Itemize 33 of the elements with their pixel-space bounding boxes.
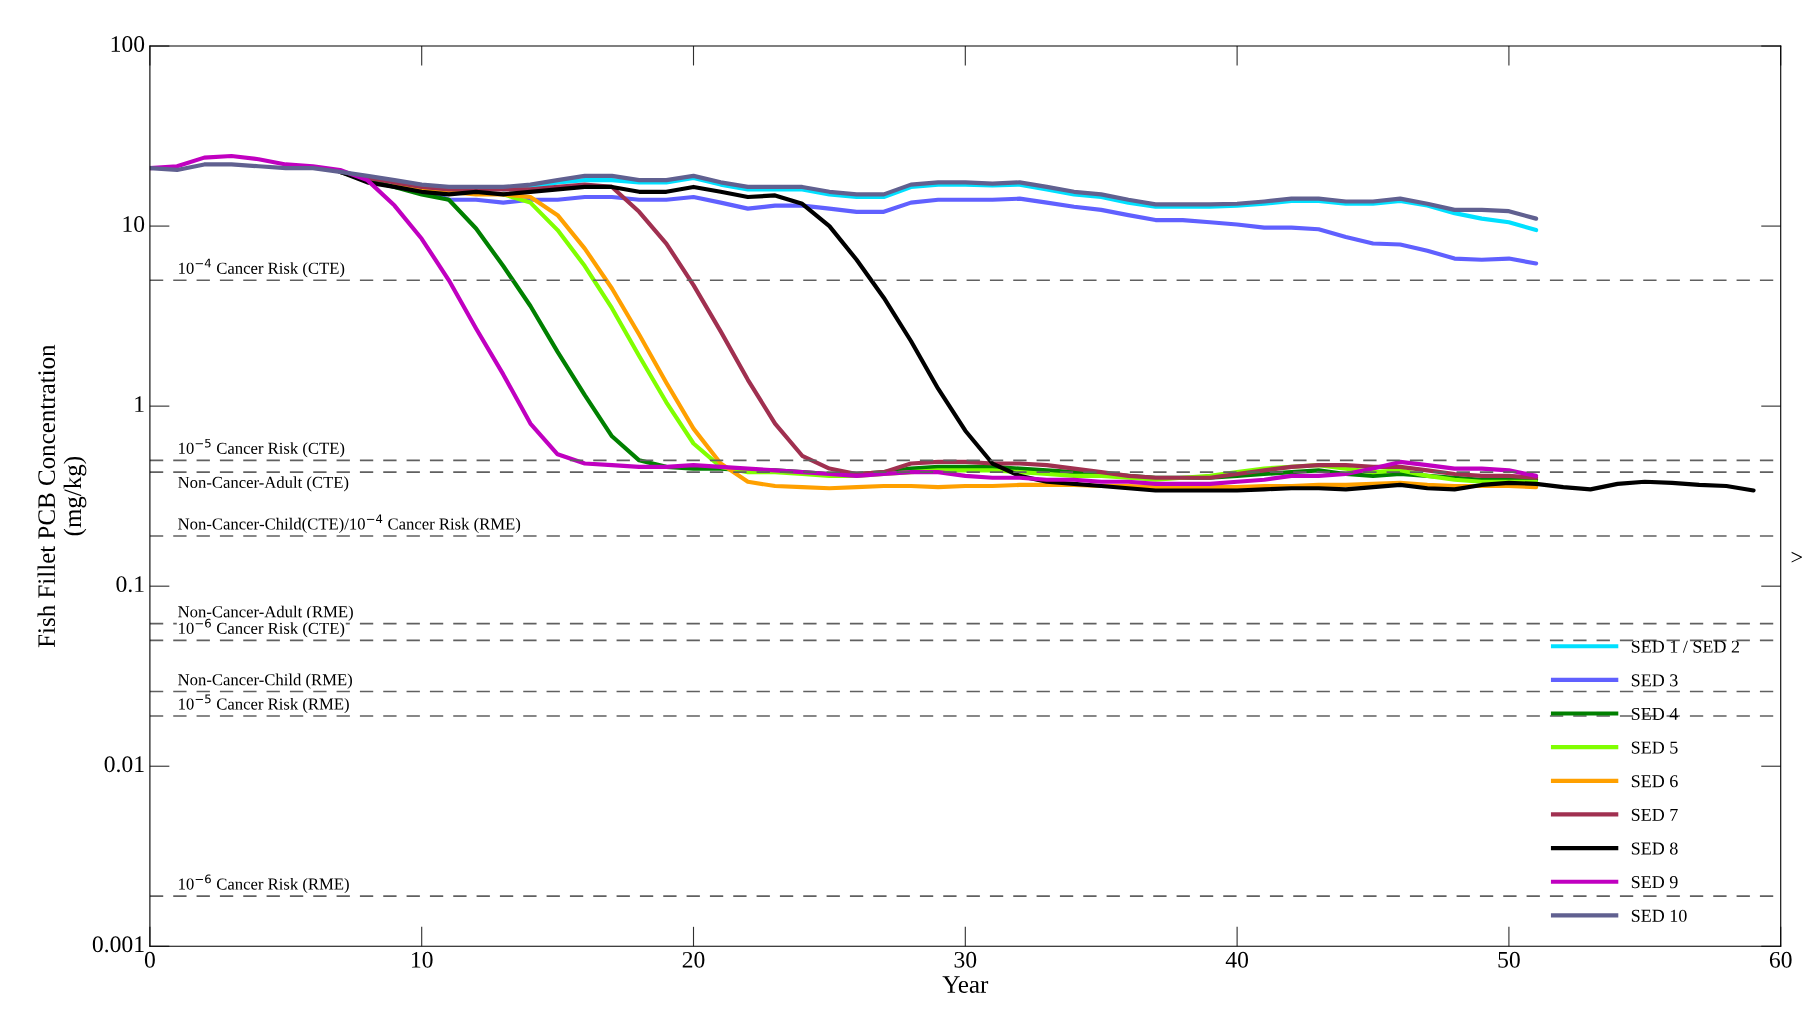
ref-line-label: Non-Cancer-Child(CTE)/10$^{−4}$ Cancer Risk (RME) [178, 514, 521, 533]
legend-label: SED 6 [1631, 775, 1678, 788]
y-tick-label: 0.01 [104, 756, 144, 773]
x-tick-label: 50 [1498, 951, 1520, 968]
y-axis-title: Fish Fillet PCB Concentration (mg/kg) [37, 344, 87, 648]
ref-line-label: 10$^{−5}$ Cancer Risk (CTE) [179, 438, 345, 458]
legend-label: SED 4 [1631, 707, 1679, 721]
x-axis-title: Year [942, 976, 989, 993]
ref-line-label: 10$^{−6}$ Cancer Risk (RME) [179, 874, 349, 894]
legend-label: SED 5 [1631, 741, 1678, 754]
x-tick-label: 10 [411, 951, 433, 968]
x-tick-label: 20 [682, 951, 705, 968]
y-tick-label: 10 [123, 216, 145, 232]
legend-label: SED 8 [1631, 842, 1678, 855]
y-tick-label: 1 [135, 396, 144, 412]
legend-label: SED 1 / SED 2 [1631, 640, 1740, 653]
legend-label: SED 3 [1631, 674, 1678, 687]
x-tick-label: 30 [954, 951, 977, 968]
legend-label: SED 9 [1631, 876, 1678, 889]
ref-line-label: 10$^{−4}$ Cancer Risk (CTE) [179, 258, 345, 278]
x-tick-label: 40 [1225, 951, 1249, 968]
ref-line-label: Non-Cancer-Child (RME) [178, 673, 352, 689]
y-tick-label: 100 [111, 36, 145, 52]
text: > [1791, 551, 1802, 563]
y-tick-label: 0.1 [116, 576, 144, 593]
x-tick-label: 60 [1769, 951, 1792, 968]
legend-label: SED 7 [1631, 808, 1678, 821]
legend-label: SED 10 [1631, 909, 1687, 922]
y-tick-label: 0.001 [92, 936, 144, 953]
ref-line-label: Non-Cancer-Adult (CTE) [178, 476, 349, 492]
ref-line-label: 10$^{−5}$ Cancer Risk (RME) [179, 694, 349, 714]
x-tick-label: 0 [144, 951, 155, 968]
ref-line-label: 10$^{−6}$ Cancer Risk (CTE) [179, 618, 345, 638]
